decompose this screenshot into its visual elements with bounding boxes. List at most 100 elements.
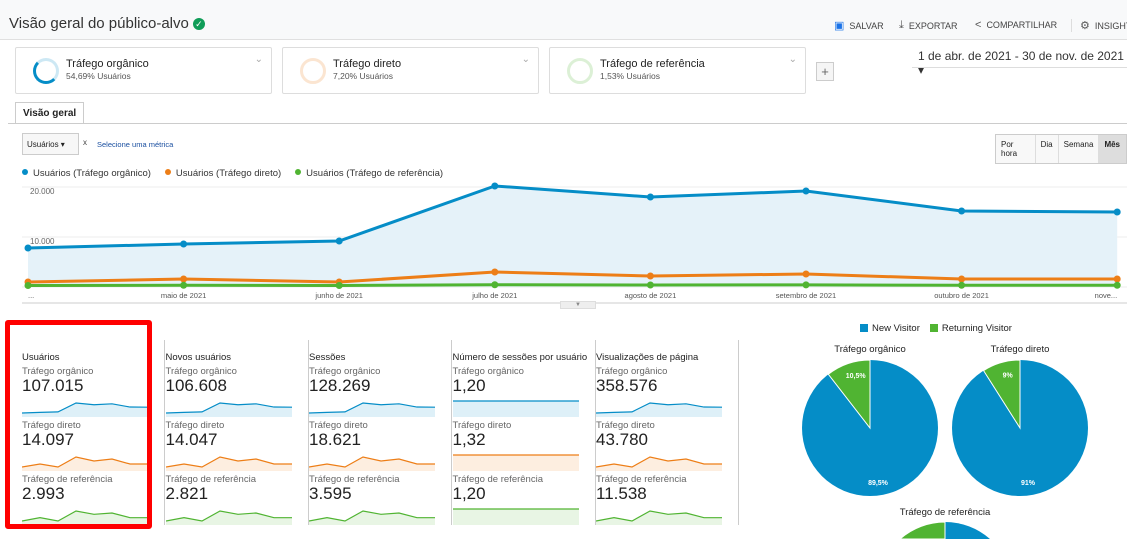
- data-point[interactable]: [491, 281, 499, 289]
- sparkline: [165, 510, 292, 525]
- segment-donut-icon: [33, 58, 59, 84]
- pie-legend-item[interactable]: New Visitor: [860, 323, 920, 334]
- sparkline: [596, 402, 722, 417]
- scorecard-value: 1,32: [452, 430, 486, 449]
- verified-icon: ✓: [192, 18, 205, 30]
- data-point[interactable]: [335, 237, 343, 245]
- segment-card[interactable]: Tráfego orgânico 54,69% Usuários ⌄: [15, 47, 272, 94]
- scorecard-value: 128.269: [309, 376, 371, 395]
- series-line: [27, 270, 1118, 284]
- x-tick-label: nove...: [1095, 291, 1118, 300]
- x-tick-label: outubro de 2021: [934, 291, 989, 300]
- data-point[interactable]: [958, 275, 966, 283]
- scorecard-label: Tráfego de referência: [309, 474, 400, 485]
- save-button[interactable]: ▣ SALVAR: [834, 20, 884, 32]
- period-day-button[interactable]: Dia: [1035, 135, 1059, 163]
- scorecard-label: Tráfego orgânico: [165, 366, 237, 377]
- metric-scorecard: Sessões Tráfego orgânico 128.269 Tráfego di…: [309, 340, 452, 525]
- data-point[interactable]: [1113, 275, 1121, 283]
- page-title: Visão geral do público-alvo ✓: [9, 15, 205, 32]
- sparkline: [309, 456, 435, 471]
- top-bar: [0, 0, 1127, 40]
- data-point[interactable]: [802, 187, 810, 195]
- scorecard-title: Sessões: [309, 352, 346, 363]
- pie-slice-new[interactable]: [945, 522, 990, 539]
- period-week-button[interactable]: Semana: [1058, 135, 1100, 163]
- data-point[interactable]: [180, 275, 188, 283]
- sparkline: [22, 456, 148, 471]
- legend-dot-icon: [295, 169, 302, 175]
- x-tick-label: agosto de 2021: [625, 291, 677, 300]
- line-chart: 20.000 10.000... maio de 2021 junho de 2021…: [22, 182, 1127, 304]
- scorecard-title: Número de sessões por usuário: [452, 352, 588, 363]
- pie-title: Tráfego direto: [991, 344, 1050, 355]
- chart-collapse-handle[interactable]: ▼: [560, 301, 596, 309]
- select-metric-link[interactable]: Selecione uma métrica: [97, 140, 174, 149]
- x-tick-label: maio de 2021: [161, 291, 206, 300]
- data-point[interactable]: [491, 268, 499, 276]
- scorecard-label: Tráfego direto: [596, 420, 655, 431]
- data-point[interactable]: [180, 240, 188, 248]
- series-line: [27, 184, 1118, 250]
- scorecard-value: 3.595: [309, 484, 352, 503]
- data-point[interactable]: [802, 281, 810, 289]
- data-point[interactable]: [802, 270, 810, 278]
- share-icon: <: [975, 19, 982, 31]
- insights-icon: ⚙: [1080, 20, 1090, 32]
- chart-legend: Usuários (Tráfego orgânico) Usuários (Trá…: [22, 168, 443, 179]
- data-point[interactable]: [1113, 281, 1121, 289]
- pie-slice-returning[interactable]: [899, 521, 946, 539]
- chevron-down-icon[interactable]: ⌄: [521, 54, 530, 65]
- scorecard-label: Tráfego direto: [309, 420, 368, 431]
- segment-card[interactable]: Tráfego de referência 1,53% Usuários ⌄: [549, 47, 806, 94]
- pie-slice-returning[interactable]: [982, 359, 1021, 430]
- metric-select[interactable]: Usuários ▾: [22, 133, 79, 155]
- data-point[interactable]: [958, 281, 966, 289]
- scorecard-label: Tráfego direto: [22, 420, 81, 431]
- scorecard-value: 18.621: [309, 430, 361, 449]
- data-point[interactable]: [180, 281, 188, 289]
- data-point[interactable]: [24, 282, 32, 289]
- series-line: [27, 283, 1118, 288]
- data-point[interactable]: [491, 182, 499, 190]
- share-button[interactable]: < COMPARTILHAR: [975, 19, 1058, 31]
- data-point[interactable]: [958, 207, 966, 215]
- export-button[interactable]: ⤓ EXPORTAR: [899, 19, 958, 31]
- data-point[interactable]: [1113, 208, 1121, 216]
- legend-item[interactable]: Usuários (Tráfego de referência): [295, 168, 443, 179]
- data-point[interactable]: [646, 193, 654, 201]
- segment-card[interactable]: Tráfego direto 7,20% Usuários ⌄: [282, 47, 539, 94]
- period-toggle: Por hora Dia Semana Mês: [995, 134, 1127, 164]
- data-point[interactable]: [24, 244, 32, 252]
- legend-dot-icon: [164, 169, 171, 175]
- sparkline: [22, 402, 148, 417]
- data-point[interactable]: [335, 282, 343, 289]
- data-point[interactable]: [646, 272, 654, 280]
- sparkline: [165, 456, 292, 471]
- series-area: [28, 186, 1118, 287]
- legend-item[interactable]: Usuários (Tráfego direto): [164, 168, 281, 179]
- period-hour-button[interactable]: Por hora: [996, 135, 1036, 163]
- insights-button[interactable]: ⚙INSIGHTS: [1071, 19, 1127, 32]
- divider: [912, 67, 1127, 68]
- remove-metric-button[interactable]: x: [83, 138, 87, 147]
- pie-legend-item[interactable]: Returning Visitor: [929, 323, 1012, 334]
- legend-swatch-icon: [860, 324, 868, 332]
- metric-scorecard: Novos usuários Tráfego orgânico 106.608 Trá…: [165, 340, 309, 525]
- data-point[interactable]: [646, 281, 654, 289]
- scorecard-value: 358.576: [596, 376, 658, 395]
- legend-item[interactable]: Usuários (Tráfego orgânico): [22, 168, 151, 179]
- sparkline: [309, 510, 435, 525]
- period-month-button[interactable]: Mês: [1099, 135, 1126, 163]
- metric-scorecard: Número de sessões por usuário Tráfego org…: [452, 340, 596, 525]
- tab-overview[interactable]: Visão geral: [15, 102, 85, 124]
- scorecard-value: 11.538: [596, 484, 647, 503]
- date-range-picker[interactable]: 1 de abr. de 2021 - 30 de nov. de 2021 ▾: [918, 49, 1124, 77]
- sparkline: [22, 510, 148, 525]
- chevron-down-icon[interactable]: ⌄: [254, 54, 263, 65]
- add-segment-button[interactable]: +: [816, 62, 834, 81]
- scorecard-label: Tráfego orgânico: [596, 366, 668, 377]
- sparkline: [165, 402, 292, 417]
- chevron-down-icon[interactable]: ⌄: [788, 54, 797, 65]
- pie-slice-returning[interactable]: [827, 359, 871, 430]
